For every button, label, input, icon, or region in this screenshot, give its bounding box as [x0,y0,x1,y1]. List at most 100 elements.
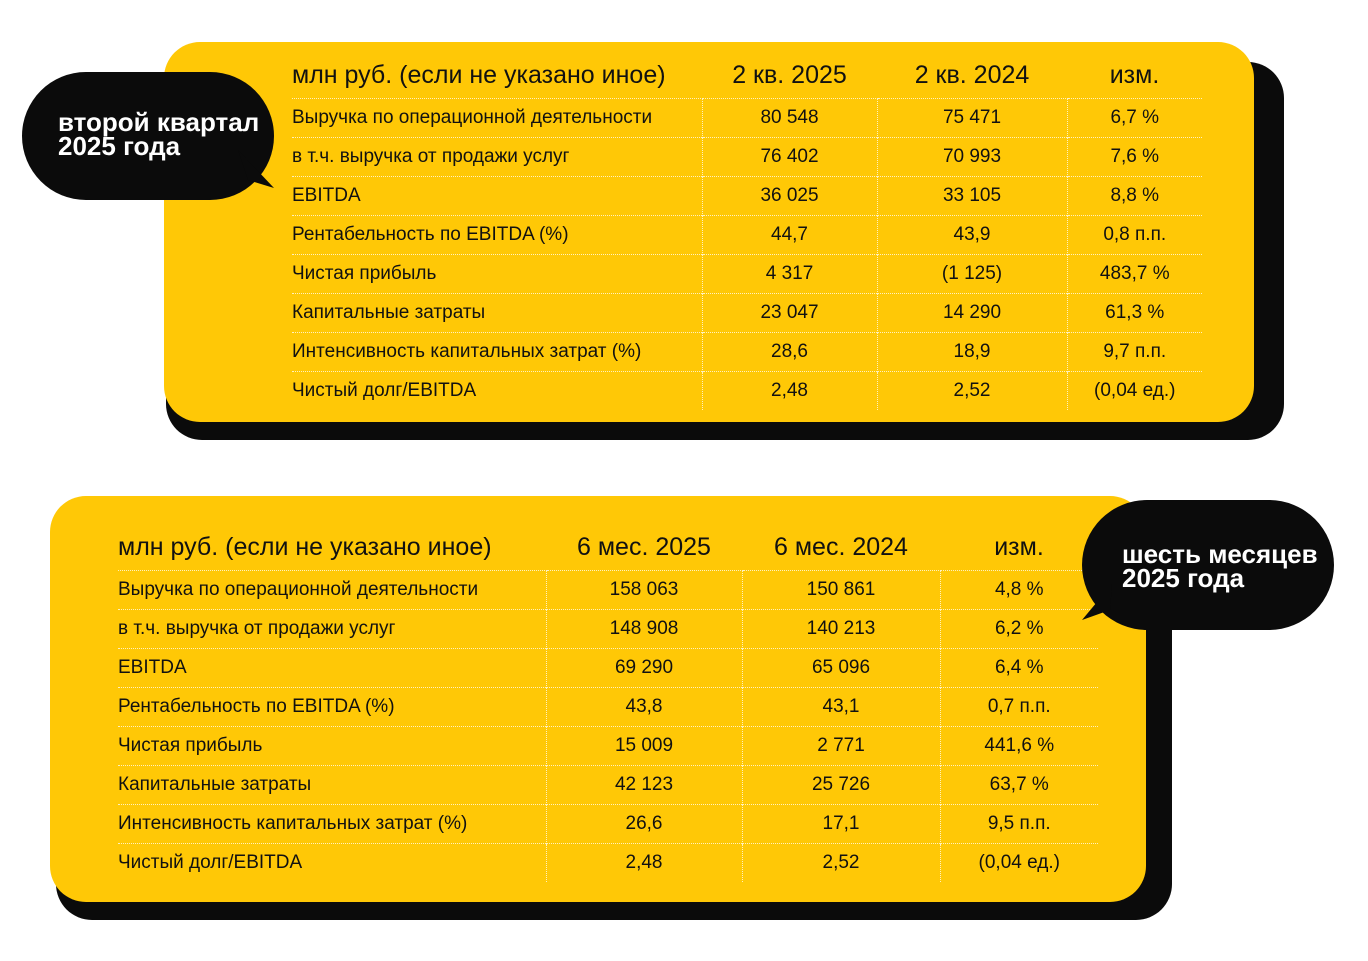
value-previous: 33 105 [876,176,1067,216]
table-row: Рентабельность по EBITDA (%) 44,7 43,9 0… [292,215,1202,255]
value-current: 2,48 [545,843,742,882]
value-change: 61,3 % [1066,293,1202,333]
value-current: 80 548 [701,98,877,138]
value-previous: 70 993 [876,137,1067,177]
value-current: 36 025 [701,176,877,216]
quarter-badge-line2: 2025 года [58,131,181,161]
quarter-badge-tail [238,150,274,188]
value-current: 158 063 [545,570,742,610]
value-change: 0,8 п.п. [1066,215,1202,255]
value-change: 9,5 п.п. [939,804,1098,844]
value-previous: 43,1 [741,687,940,727]
table-row: Капитальные затраты 42 123 25 726 63,7 % [118,765,1098,805]
half-year-header-units: млн руб. (если не указано иное) [118,532,492,561]
half-year-header-current: 6 мес. 2025 [577,532,711,561]
half-year-header-row: млн руб. (если не указано иное) 6 мес. 2… [118,524,1098,571]
quarter-header-change: изм. [1109,60,1160,89]
row-label: в т.ч. выручка от продажи услуг [292,137,702,177]
table-row: в т.ч. выручка от продажи услуг 76 402 7… [292,137,1202,177]
value-change: (0,04 ед.) [1066,371,1202,410]
table-row: Выручка по операционной деятельности 158… [118,570,1098,610]
table-row: Чистая прибыль 15 009 2 771 441,6 % [118,726,1098,766]
value-current: 15 009 [545,726,742,766]
row-label: Чистая прибыль [118,726,546,766]
row-label: EBITDA [118,648,546,688]
half-year-badge-line2: 2025 года [1122,563,1245,593]
row-label: Рентабельность по EBITDA (%) [292,215,702,255]
table-row: Чистый долг/EBITDA 2,48 2,52 (0,04 ед.) [292,371,1202,410]
value-change: 9,7 п.п. [1066,332,1202,372]
row-label: в т.ч. выручка от продажи услуг [118,609,546,649]
value-previous: 75 471 [876,98,1067,138]
value-previous: 2,52 [741,843,940,882]
half-year-badge: шесть месяцев 2025 года [1082,500,1334,630]
quarter-header-units: млн руб. (если не указано иное) [292,60,666,89]
value-current: 2,48 [701,371,877,410]
value-change: 6,4 % [939,648,1098,688]
value-change: 441,6 % [939,726,1098,766]
quarter-header-row: млн руб. (если не указано иное) 2 кв. 20… [292,52,1202,99]
table-row: в т.ч. выручка от продажи услуг 148 908 … [118,609,1098,649]
value-current: 26,6 [545,804,742,844]
value-change: 6,7 % [1066,98,1202,138]
value-previous: (1 125) [876,254,1067,294]
quarter-table: млн руб. (если не указано иное) 2 кв. 20… [292,52,1202,410]
table-row: Выручка по операционной деятельности 80 … [292,98,1202,138]
value-previous: 140 213 [741,609,940,649]
value-current: 76 402 [701,137,877,177]
table-row: Интенсивность капитальных затрат (%) 26,… [118,804,1098,844]
quarter-badge-line1: второй квартал [58,107,260,137]
half-year-badge-tail [1082,584,1112,620]
value-current: 69 290 [545,648,742,688]
value-previous: 2,52 [876,371,1067,410]
value-current: 23 047 [701,293,877,333]
quarter-badge: второй квартал 2025 года [22,72,274,200]
table-row: Рентабельность по EBITDA (%) 43,8 43,1 0… [118,687,1098,727]
value-current: 4 317 [701,254,877,294]
quarter-header-current: 2 кв. 2025 [732,60,847,89]
value-change: 63,7 % [939,765,1098,805]
half-year-badge-line1: шесть месяцев [1122,539,1318,569]
value-current: 42 123 [545,765,742,805]
row-label: EBITDA [292,176,702,216]
row-label: Интенсивность капитальных затрат (%) [292,332,702,372]
row-label: Чистый долг/EBITDA [292,371,702,410]
table-row: Чистая прибыль 4 317 (1 125) 483,7 % [292,254,1202,294]
value-previous: 150 861 [741,570,940,610]
value-previous: 25 726 [741,765,940,805]
half-year-table: млн руб. (если не указано иное) 6 мес. 2… [118,524,1098,882]
row-label: Чистая прибыль [292,254,702,294]
row-label: Рентабельность по EBITDA (%) [118,687,546,727]
value-previous: 14 290 [876,293,1067,333]
table-row: EBITDA 36 025 33 105 8,8 % [292,176,1202,216]
row-label: Выручка по операционной деятельности [292,98,702,138]
half-year-card: млн руб. (если не указано иное) 6 мес. 2… [50,496,1146,902]
value-change: 4,8 % [939,570,1098,610]
half-year-header-change: изм. [994,532,1044,561]
value-previous: 18,9 [876,332,1067,372]
row-label: Чистый долг/EBITDA [118,843,546,882]
value-previous: 65 096 [741,648,940,688]
value-change: 8,8 % [1066,176,1202,216]
row-label: Капитальные затраты [292,293,702,333]
value-change: 0,7 п.п. [939,687,1098,727]
value-change: 483,7 % [1066,254,1202,294]
value-current: 28,6 [701,332,877,372]
value-current: 44,7 [701,215,877,255]
half-year-header-previous: 6 мес. 2024 [774,532,908,561]
row-label: Капитальные затраты [118,765,546,805]
quarter-header-previous: 2 кв. 2024 [914,60,1030,89]
value-change: 7,6 % [1066,137,1202,177]
table-row: EBITDA 69 290 65 096 6,4 % [118,648,1098,688]
value-change: 6,2 % [939,609,1098,649]
row-label: Интенсивность капитальных затрат (%) [118,804,546,844]
row-label: Выручка по операционной деятельности [118,570,546,610]
value-previous: 43,9 [876,215,1067,255]
table-row: Чистый долг/EBITDA 2,48 2,52 (0,04 ед.) [118,843,1098,882]
value-previous: 2 771 [741,726,940,766]
value-change: (0,04 ед.) [939,843,1098,882]
table-row: Интенсивность капитальных затрат (%) 28,… [292,332,1202,372]
value-current: 148 908 [545,609,742,649]
value-previous: 17,1 [741,804,940,844]
value-current: 43,8 [545,687,742,727]
